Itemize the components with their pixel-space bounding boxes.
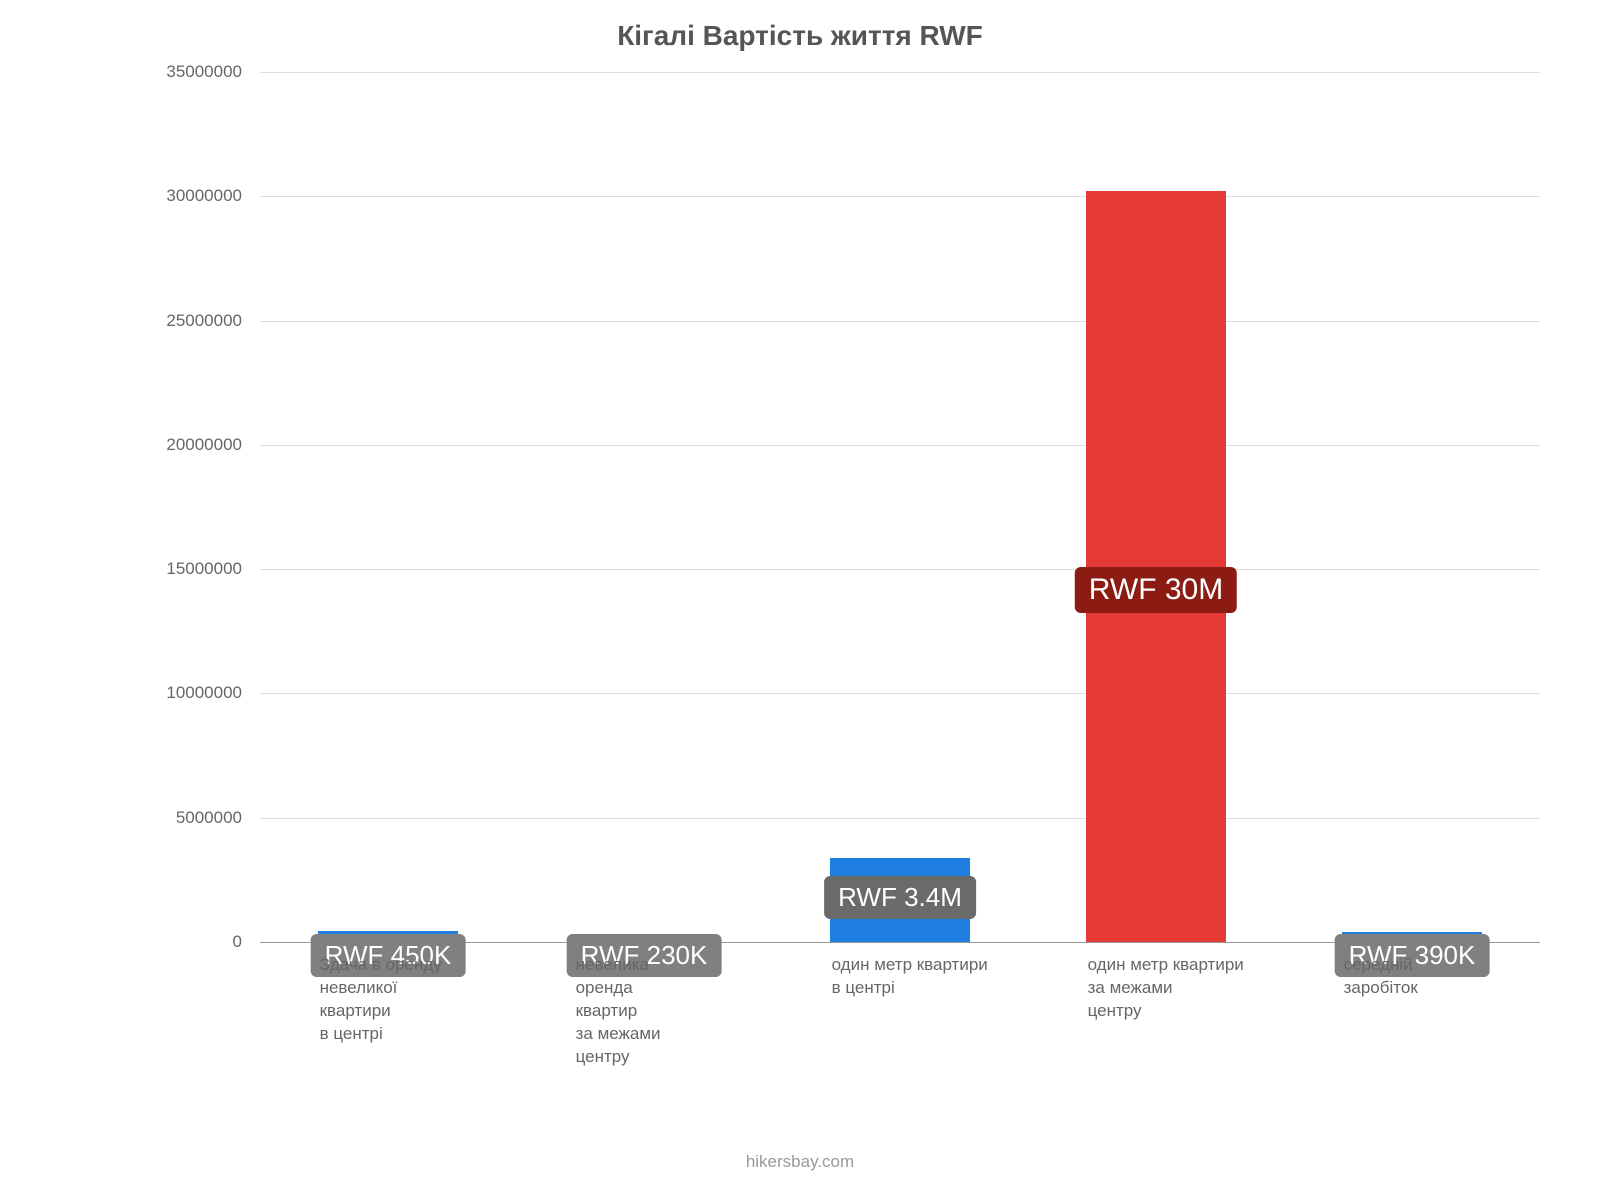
x-tick-label-line: за межами xyxy=(1088,977,1276,1000)
footer-attribution: hikersbay.com xyxy=(0,1152,1600,1172)
y-tick-label: 15000000 xyxy=(166,559,242,579)
value-badge: RWF 3.4M xyxy=(824,876,976,919)
x-tick-label-line: один метр квартири xyxy=(1088,954,1276,977)
y-tick-label: 25000000 xyxy=(166,311,242,331)
y-axis: 0500000010000000150000002000000025000000… xyxy=(150,72,250,942)
chart-title: Кігалі Вартість життя RWF xyxy=(40,20,1560,52)
x-tick-label: середнійзаробіток xyxy=(1284,954,1540,1069)
x-tick-label-line: квартир xyxy=(576,1000,764,1023)
x-tick-label: один метр квартириза межамицентру xyxy=(1028,954,1284,1069)
y-tick-label: 10000000 xyxy=(166,683,242,703)
x-tick-label-line: невелика xyxy=(576,954,764,977)
x-tick-label-line: за межами xyxy=(576,1023,764,1046)
x-tick-label-line: квартири xyxy=(320,1000,508,1023)
x-tick-label-line: середній xyxy=(1344,954,1532,977)
x-tick-label-line: оренда xyxy=(576,977,764,1000)
x-tick-label-line: невеликої xyxy=(320,977,508,1000)
x-tick-label-line: в центрі xyxy=(320,1023,508,1046)
y-tick-label: 20000000 xyxy=(166,435,242,455)
bars-area: RWF 450KRWF 230KRWF 3.4MRWF 30MRWF 390K xyxy=(260,72,1540,942)
y-tick-label: 0 xyxy=(233,932,242,952)
x-tick-label: Здача в орендуневеликоїквартирив центрі xyxy=(260,954,516,1069)
x-axis: Здача в орендуневеликоїквартирив центрін… xyxy=(260,954,1540,1069)
x-tick-label-line: в центрі xyxy=(832,977,1020,1000)
y-tick-label: 30000000 xyxy=(166,186,242,206)
y-tick-label: 5000000 xyxy=(176,808,242,828)
value-badge: RWF 30M xyxy=(1075,567,1237,613)
x-tick-label-line: заробіток xyxy=(1344,977,1532,1000)
y-tick-label: 35000000 xyxy=(166,62,242,82)
x-tick-label: один метр квартирив центрі xyxy=(772,954,1028,1069)
chart-container: Кігалі Вартість життя RWF 0 5000000 100000… xyxy=(40,20,1560,1100)
x-tick-label-line: центру xyxy=(1088,1000,1276,1023)
x-tick-label-line: центру xyxy=(576,1046,764,1069)
plot-area: 0500000010000000150000002000000025000000… xyxy=(150,72,1540,942)
x-tick-label-line: один метр квартири xyxy=(832,954,1020,977)
x-tick-label-line: Здача в оренду xyxy=(320,954,508,977)
x-tick-label: невеликаорендаквартирза межамицентру xyxy=(516,954,772,1069)
